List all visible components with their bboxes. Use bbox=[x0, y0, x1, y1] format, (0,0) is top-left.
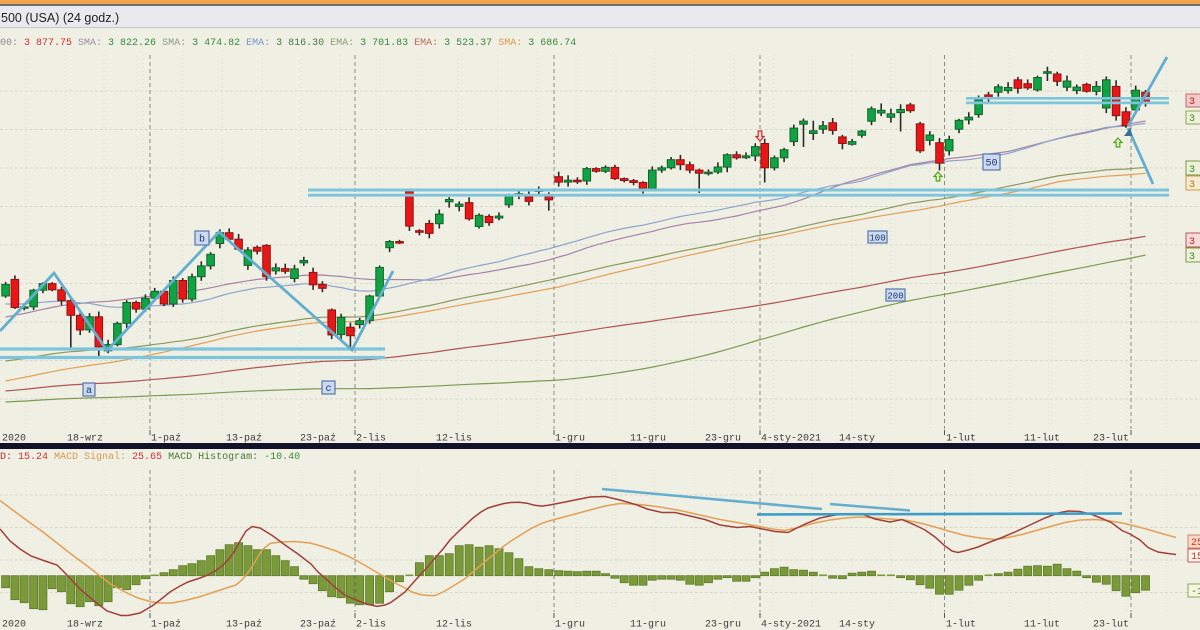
svg-text:3: 3 bbox=[1189, 252, 1195, 263]
svg-text:1-gru: 1-gru bbox=[555, 434, 585, 445]
svg-text:3: 3 bbox=[1189, 180, 1195, 191]
svg-text:-1: -1 bbox=[1191, 587, 1200, 598]
svg-text:3: 3 bbox=[1189, 165, 1195, 176]
svg-text:1-lut: 1-lut bbox=[946, 433, 976, 445]
svg-text:11-gru: 11-gru bbox=[630, 434, 666, 445]
svg-text:12-lis: 12-lis bbox=[436, 619, 472, 630]
svg-text:b: b bbox=[199, 234, 205, 246]
svg-text:15: 15 bbox=[1191, 552, 1200, 563]
svg-text:100: 100 bbox=[869, 234, 885, 244]
svg-text:1-paź: 1-paź bbox=[151, 619, 181, 630]
svg-text:2-lis: 2-lis bbox=[356, 433, 386, 445]
svg-text:23-lut: 23-lut bbox=[1093, 433, 1129, 445]
svg-text:200: 200 bbox=[887, 292, 903, 302]
svg-text:50: 50 bbox=[985, 159, 997, 170]
svg-text:23-paź: 23-paź bbox=[300, 433, 336, 445]
svg-text:3: 3 bbox=[1189, 114, 1195, 125]
svg-text:2020: 2020 bbox=[2, 620, 26, 630]
svg-text:23-lut: 23-lut bbox=[1093, 619, 1129, 630]
svg-text:23-gru: 23-gru bbox=[705, 434, 741, 445]
svg-text:3: 3 bbox=[1189, 97, 1195, 108]
svg-text:14-sty: 14-sty bbox=[839, 620, 875, 630]
svg-text:12-lis: 12-lis bbox=[436, 433, 472, 445]
svg-text:11-gru: 11-gru bbox=[630, 620, 666, 630]
svg-text:18-wrz: 18-wrz bbox=[67, 434, 103, 445]
svg-text:23-paź: 23-paź bbox=[300, 619, 336, 630]
svg-text:3: 3 bbox=[1189, 237, 1195, 248]
svg-text:23-gru: 23-gru bbox=[705, 620, 741, 630]
svg-text:11-lut: 11-lut bbox=[1024, 433, 1060, 445]
svg-text:13-paź: 13-paź bbox=[226, 619, 262, 630]
svg-text:4-sty-2021: 4-sty-2021 bbox=[761, 434, 821, 445]
svg-text:a: a bbox=[86, 386, 92, 397]
svg-text:1-paź: 1-paź bbox=[151, 433, 181, 445]
svg-text:4-sty-2021: 4-sty-2021 bbox=[761, 620, 821, 630]
svg-text:14-sty: 14-sty bbox=[839, 434, 875, 445]
svg-text:2020: 2020 bbox=[2, 434, 26, 445]
svg-text:18-wrz: 18-wrz bbox=[67, 620, 103, 630]
svg-text:2-lis: 2-lis bbox=[356, 619, 386, 630]
svg-text:13-paź: 13-paź bbox=[226, 433, 262, 445]
svg-text:11-lut: 11-lut bbox=[1024, 619, 1060, 630]
svg-text:25: 25 bbox=[1191, 538, 1200, 549]
svg-text:1-gru: 1-gru bbox=[555, 620, 585, 630]
svg-text:c: c bbox=[325, 384, 331, 395]
svg-text:1-lut: 1-lut bbox=[946, 619, 976, 630]
